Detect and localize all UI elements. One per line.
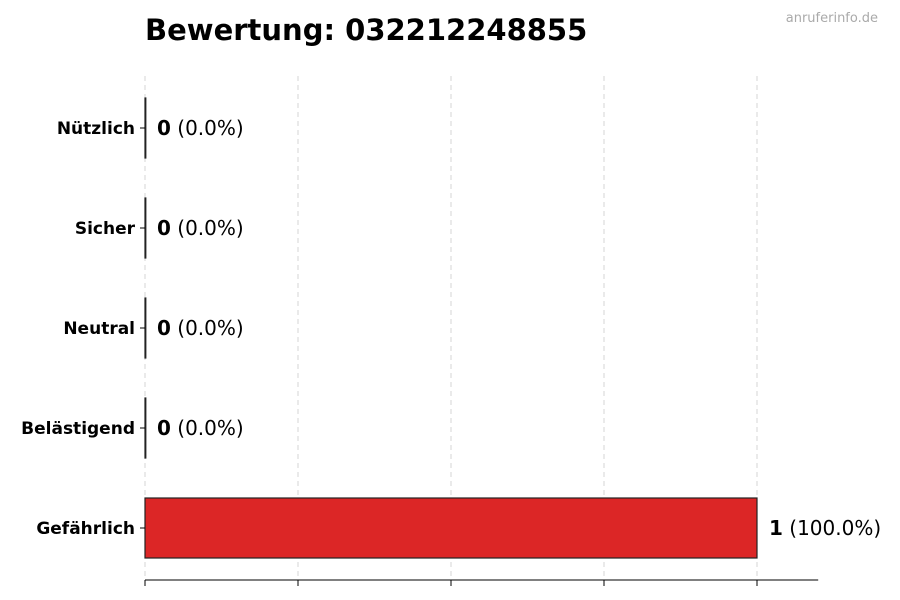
data-label: 1 (100.0%) — [769, 516, 881, 540]
data-value: 0 — [157, 316, 171, 340]
data-label: 0 (0.0%) — [157, 216, 244, 240]
data-label: 0 (0.0%) — [157, 116, 244, 140]
data-percent: (0.0%) — [171, 216, 244, 240]
bar — [144, 297, 147, 359]
data-percent: (100.0%) — [783, 516, 881, 540]
category-label: Gefährlich — [36, 519, 135, 539]
data-percent: (0.0%) — [171, 116, 244, 140]
data-value: 1 — [769, 516, 783, 540]
data-percent: (0.0%) — [171, 316, 244, 340]
category-label: Nützlich — [57, 119, 135, 139]
data-label: 0 (0.0%) — [157, 416, 244, 440]
bar — [144, 397, 147, 459]
bar — [144, 197, 147, 259]
data-value: 0 — [157, 216, 171, 240]
chart-title: Bewertung: 032212248855 — [145, 13, 587, 47]
bar — [144, 497, 758, 559]
category-label: Belästigend — [21, 419, 135, 439]
watermark: anruferinfo.de — [786, 11, 878, 26]
data-value: 0 — [157, 416, 171, 440]
bar — [144, 97, 147, 159]
data-label: 0 (0.0%) — [157, 316, 244, 340]
data-percent: (0.0%) — [171, 416, 244, 440]
data-value: 0 — [157, 116, 171, 140]
category-label: Neutral — [63, 319, 135, 339]
category-label: Sicher — [75, 219, 136, 239]
